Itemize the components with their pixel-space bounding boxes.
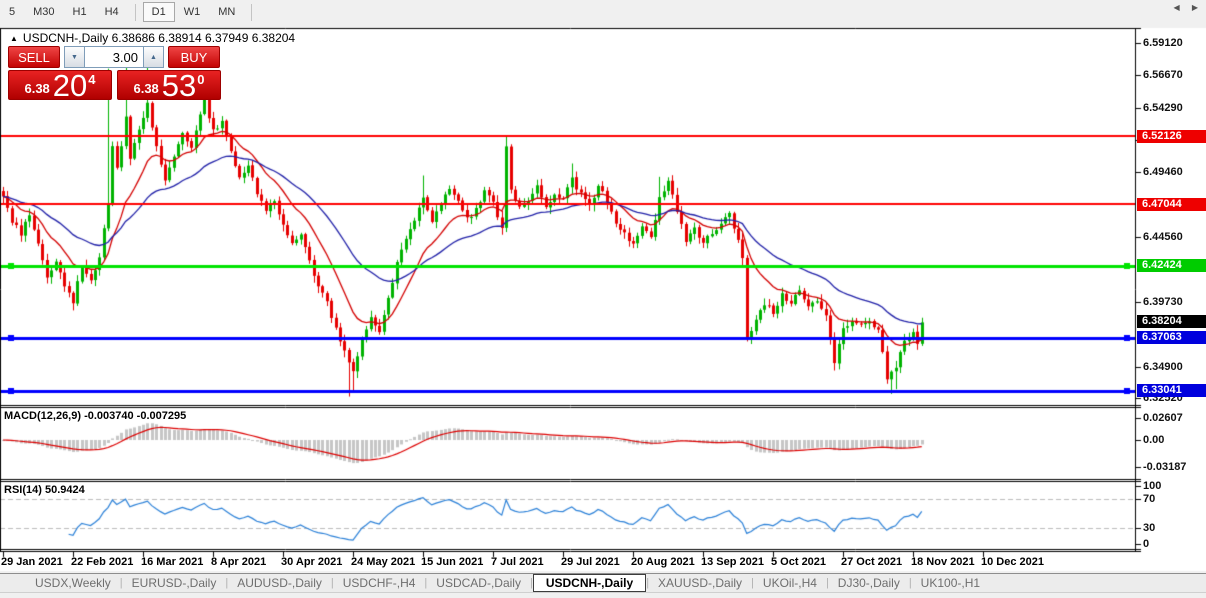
tab-separator: | [424,577,428,589]
date-axis-label: 10 Dec 2021 [981,556,1044,568]
macd-axis-value: 0.00 [1143,434,1165,446]
volume-input[interactable] [85,46,143,68]
trade-controls-row: SELL ▼ ▲ BUY [8,46,224,68]
date-axis-label: 29 Jul 2021 [561,556,620,568]
bid-pips: 20 [52,68,88,103]
rsi-indicator-label: RSI(14) 50.9424 [4,484,85,496]
price-level-tag: 6.38204 [1137,315,1206,328]
macd-axis-value: 0.02607 [1143,412,1183,424]
collapse-arrow-icon[interactable]: ▲ [10,34,18,43]
price-axis-tick: 6.56670 [1143,69,1183,81]
price-axis-tick: 6.54290 [1143,102,1183,114]
timeframe-button-m30[interactable]: M30 [33,6,55,18]
rsi-axis-value: 0 [1143,538,1150,550]
tab-usdxweekly[interactable]: USDX,Weekly [35,576,111,590]
date-axis-label: 18 Nov 2021 [911,556,975,568]
date-axis-label: 5 Oct 2021 [771,556,827,568]
tab-separator: | [751,577,754,589]
tab-dj30daily[interactable]: DJ30-,Daily [837,576,900,590]
tab-separator: | [119,577,123,589]
tab-uk100h1[interactable]: UK100-,H1 [920,576,981,590]
date-axis-label: 27 Oct 2021 [841,556,903,568]
bid-point: 4 [88,72,96,87]
bid-prefix: 6.38 [24,81,50,96]
tab-usdcaddaily[interactable]: USDCAD-,Daily [436,576,521,590]
ask-prefix: 6.38 [133,81,159,96]
tab-eurusddaily[interactable]: EURUSD-,Daily [131,576,217,590]
price-axis-tick: 6.49460 [1143,166,1183,178]
timeframe-button-5[interactable]: 5 [9,6,16,18]
tab-separator: | [330,577,334,589]
rsi-axis-value: 70 [1143,493,1156,505]
tab-usdchfh4[interactable]: USDCHF-,H4 [342,576,416,590]
tab-ukoilh4[interactable]: UKOil-,H4 [762,576,817,590]
buy-button[interactable]: BUY [168,46,220,68]
macd-indicator-label: MACD(12,26,9) -0.003740 -0.007295 [4,410,187,422]
tab-xauusddaily[interactable]: XAUUSD-,Daily [658,576,743,590]
date-axis-label: 24 May 2021 [351,556,416,568]
price-axis-tick: 6.44560 [1143,231,1183,243]
tab-separator: | [825,577,829,589]
ask-quote-button[interactable]: 6.38 53 0 [117,68,221,103]
ask-point: 0 [197,72,205,87]
toolbar-separator [134,3,136,21]
date-axis-label: 16 Mar 2021 [141,556,204,568]
macd-axis-value: -0.03187 [1143,461,1187,473]
timeframe-button-h4[interactable]: H4 [104,6,119,18]
price-axis: 6.591206.566706.542906.518406.494606.445… [1136,0,1206,571]
date-axis-label: 7 Jul 2021 [491,556,544,568]
price-level-tag: 6.33041 [1137,384,1206,397]
tab-separator: | [646,577,650,589]
quote-row: 6.38 20 4 6.38 53 0 [8,68,224,103]
tab-scroll-right-icon[interactable]: ▶ [1191,3,1198,12]
rsi-axis-value: 30 [1143,522,1156,534]
tab-audusddaily[interactable]: AUDUSD-,Daily [237,576,322,590]
tab-scroll-arrows: ◀ ▶ [1163,3,1198,12]
timeframe-toolbar: 5 M30 H1 H4 D1 W1 MN [0,0,1206,24]
tab-scroll-left-icon[interactable]: ◀ [1173,3,1180,12]
date-axis-label: 20 Aug 2021 [631,556,695,568]
price-level-tag: 6.37063 [1137,331,1206,344]
price-axis-tick: 6.59120 [1143,37,1183,49]
price-axis-tick: 6.34900 [1143,361,1183,373]
tab-usdcnhdaily[interactable]: USDCNH-,Daily [532,574,647,592]
symbol-ohlc-label: USDCNH-,Daily 6.38686 6.38914 6.37949 6.… [22,31,296,45]
timeframe-button-d1[interactable]: D1 [142,2,175,22]
tab-separator: | [908,577,912,589]
price-axis-tick: 6.39730 [1143,296,1183,308]
tab-separator: | [225,577,229,589]
timeframe-button-w1[interactable]: W1 [183,6,201,18]
one-click-trade-widget: SELL ▼ ▲ BUY 6.38 20 4 6.38 53 0 [8,46,224,103]
price-level-tag: 6.52126 [1137,130,1206,143]
price-level-tag: 6.47044 [1137,198,1206,211]
volume-increment-button[interactable]: ▲ [143,46,164,68]
date-axis-label: 22 Feb 2021 [71,556,134,568]
date-axis-label: 15 Jun 2021 [421,556,484,568]
timeframe-button-mn[interactable]: MN [218,6,236,18]
date-axis-label: 13 Sep 2021 [701,556,764,568]
bottom-tab-bar: USDX,Weekly | EURUSD-,Daily | AUDUSD-,Daily |… [0,573,1206,592]
sell-button[interactable]: SELL [8,46,60,68]
date-axis-label: 29 Jan 2021 [1,556,63,568]
status-bar [0,592,1206,598]
bid-quote-button[interactable]: 6.38 20 4 [8,68,112,103]
rsi-axis-value: 100 [1143,480,1162,492]
toolbar-separator [251,3,253,21]
volume-decrement-button[interactable]: ▼ [64,46,85,68]
date-axis-label: 30 Apr 2021 [281,556,343,568]
ask-pips: 53 [161,68,197,103]
chart-title: ▲ USDCNH-,Daily 6.38686 6.38914 6.37949 6… [10,31,295,45]
price-level-tag: 6.42424 [1137,259,1206,272]
date-axis-label: 8 Apr 2021 [211,556,267,568]
tab-separator: | [529,577,533,589]
timeframe-button-h1[interactable]: H1 [72,6,87,18]
